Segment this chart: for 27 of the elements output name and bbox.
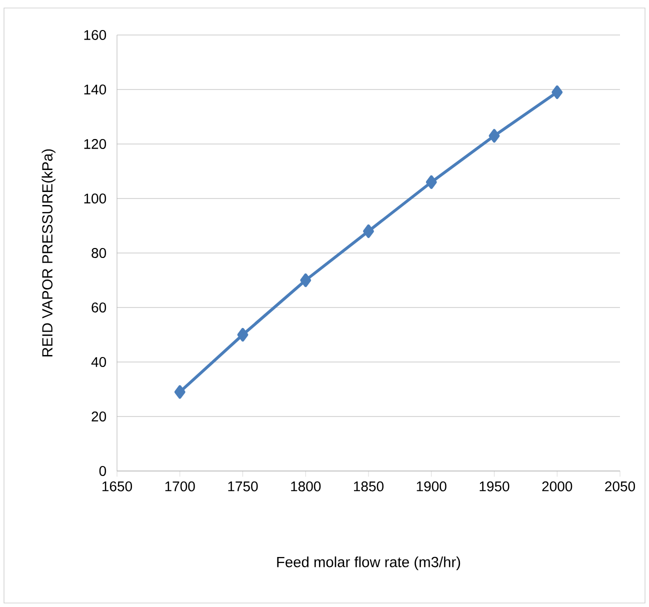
point <box>552 85 563 100</box>
x-tick-label: 1950 <box>480 481 510 492</box>
x-tick-label: 1700 <box>165 481 195 492</box>
y-tick-label: 20 <box>92 412 106 422</box>
point <box>488 129 500 143</box>
point <box>363 224 374 238</box>
x-tick-label: 2000 <box>542 481 572 492</box>
y-tick-label: 160 <box>84 30 106 40</box>
x-tick-label: 1650 <box>102 481 132 492</box>
y-tick-label: 60 <box>92 302 106 312</box>
x-tick-label: 1850 <box>354 481 384 492</box>
y-tick-label: 80 <box>92 248 106 258</box>
y-tick-label: 100 <box>84 194 106 204</box>
x-tick-label: 1900 <box>416 481 446 492</box>
y-tick-label: 0 <box>99 466 106 476</box>
x-tick-label: 2050 <box>605 481 636 492</box>
x-axis-title: Feed molar flow rate (m3/hr) <box>277 556 460 570</box>
y-tick-label: 140 <box>84 84 106 94</box>
x-tick-label: 1750 <box>228 481 258 492</box>
point <box>237 328 248 342</box>
y-axis-title: REID VAPOR PRESSURE(kPa) <box>42 149 56 356</box>
point <box>300 273 312 288</box>
point <box>426 175 437 189</box>
x-tick-label: 1800 <box>291 481 321 492</box>
point <box>174 385 186 399</box>
y-tick-label: 120 <box>84 139 106 149</box>
y-tick-label: 40 <box>91 357 106 367</box>
